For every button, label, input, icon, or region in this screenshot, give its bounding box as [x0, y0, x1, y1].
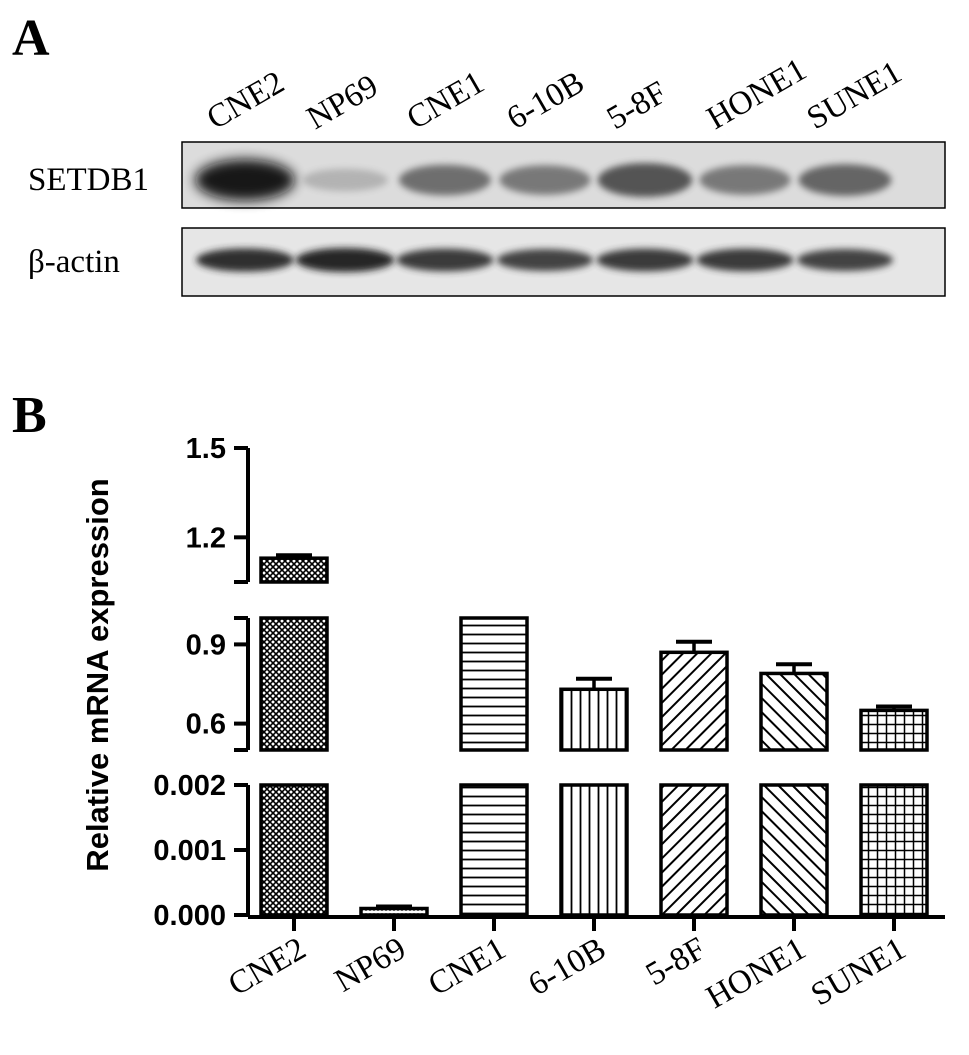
bar-segment [559, 687, 629, 752]
bar-segment [459, 783, 529, 917]
bar-np69 [359, 904, 429, 917]
y-axis: 0.000 0.001 0.002 0.6 0.9 1.2 1.5 [153, 433, 250, 932]
blot-band [497, 249, 593, 271]
bar-5-8f [659, 639, 729, 917]
panel-b-letter: B [12, 387, 47, 444]
bar-segment [759, 671, 829, 752]
y-tick-label: 0.002 [153, 770, 226, 802]
bar-cne2 [259, 553, 329, 917]
blot-band [195, 159, 295, 201]
blot-band [302, 168, 388, 192]
blot-lane-label: SUNE1 [801, 54, 908, 137]
x-tick-label: CNE2 [223, 931, 312, 1003]
blot-band [295, 248, 395, 272]
y-tick-label: 1.2 [186, 522, 226, 554]
bar-segment [859, 783, 929, 917]
blot-band [597, 163, 693, 197]
bar-sune1 [859, 704, 929, 917]
blot-band [596, 248, 694, 272]
bar-segment [659, 783, 729, 917]
x-tick-label: 6-10B [523, 931, 612, 1003]
y-tick-label: 1.5 [186, 433, 226, 465]
y-tick-label: 0.6 [186, 709, 226, 741]
blot-band [196, 248, 294, 272]
blot-band [699, 165, 791, 195]
bar-chart: Relative mRNA expression 0.000 0.001 0.002… [80, 433, 945, 1016]
panel-a-letter: A [12, 10, 50, 67]
blot-lane-label: NP69 [301, 68, 384, 137]
bar-6-10b [559, 676, 629, 917]
bar-segment [559, 783, 629, 917]
bar-segment [259, 783, 329, 917]
y-tick-label: 0.9 [186, 629, 226, 661]
blot-lane-label: 6-10B [501, 65, 590, 137]
blot-lane-label: 5-8F [601, 75, 673, 137]
y-tick-label: 0.001 [153, 835, 226, 867]
y-axis-title: Relative mRNA expression [80, 478, 115, 871]
blot-band [499, 165, 591, 195]
blot-row-label-setdb1: SETDB1 [28, 162, 149, 198]
blot-band [797, 249, 893, 271]
bars [259, 553, 929, 917]
blot-bands-setdb1 [195, 159, 892, 201]
bar-segment [259, 616, 329, 752]
bar-segment [659, 650, 729, 752]
bar-segment [259, 556, 329, 584]
bar-hone1 [759, 662, 829, 917]
x-tick-label: HONE1 [700, 931, 812, 1016]
bar-segment [459, 616, 529, 752]
blot-bands-actin [196, 248, 893, 272]
blot-band [798, 164, 892, 196]
blot-lane-label: CNE1 [401, 65, 490, 137]
x-tick-label: SUNE1 [805, 931, 912, 1014]
y-tick-label: 0.000 [153, 900, 226, 932]
x-tick-label: CNE1 [423, 931, 512, 1003]
bar-segment [859, 708, 929, 752]
bar-segment [359, 906, 429, 917]
blot-row-label-actin: β-actin [28, 244, 120, 280]
blot-band [399, 164, 491, 196]
bar-cne1 [459, 616, 529, 917]
x-tick-label: NP69 [329, 931, 412, 1000]
bar-segment [759, 783, 829, 917]
blot-band [696, 248, 794, 272]
blot-lane-label: HONE1 [701, 52, 813, 137]
blot-lane-label: CNE2 [201, 65, 290, 137]
blot-band [396, 248, 494, 272]
